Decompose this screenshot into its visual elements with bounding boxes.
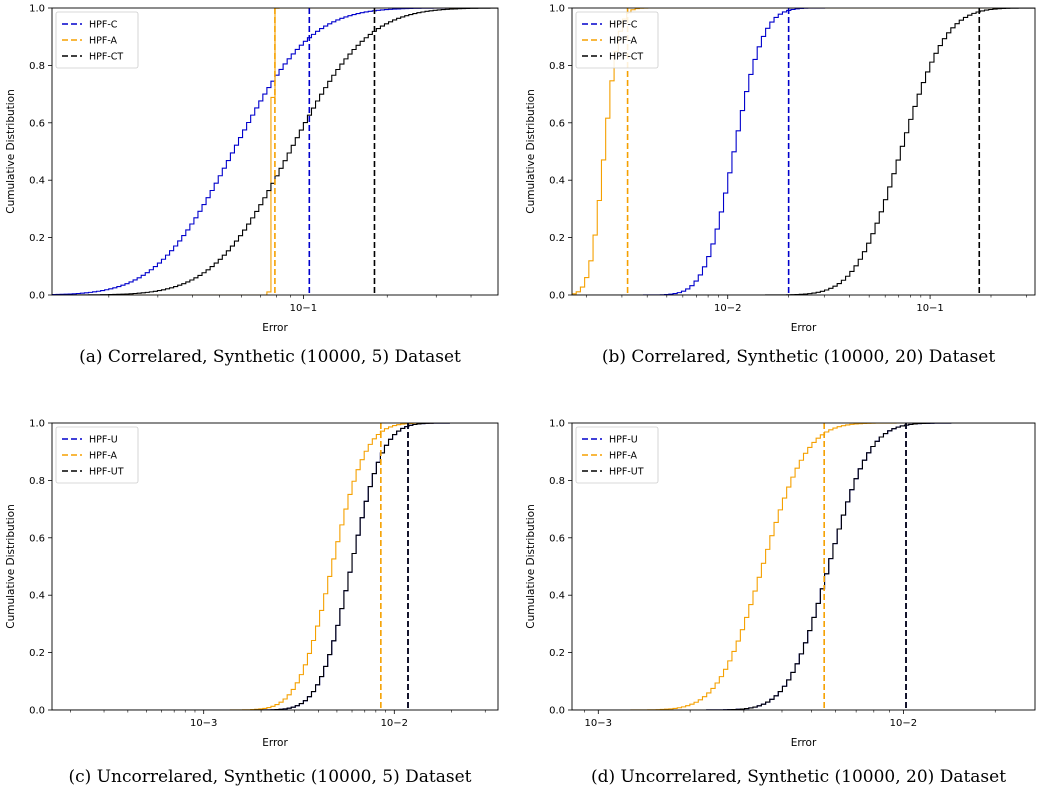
plot-frame [51,422,499,711]
legend-entry: HPF-A [89,451,118,462]
legend-entry: HPF-U [89,435,118,446]
y-tick-label: 0.4 [549,591,565,602]
y-tick-label: 0.6 [549,118,565,129]
y-tick-label: 0.2 [29,648,45,659]
legend-entry: HPF-A [609,36,638,47]
y-tick-label: 0.2 [29,233,45,244]
y-tick-label: 0.0 [29,706,45,717]
y-tick-label: 0.0 [549,291,565,302]
plot-frame [51,7,499,296]
legend: HPF-U HPF-A HPF-UT [55,426,139,484]
legend-entry: HPF-CT [89,52,123,63]
subfigure-caption: (c) Uncorrelared, Synthetic (10000, 5) D… [69,767,472,787]
subfigure-caption: (d) Uncorrelared, Synthetic (10000, 20) … [591,767,1006,787]
legend: HPF-C HPF-A HPF-CT [55,11,139,69]
y-tick-label: 0.6 [29,118,45,129]
legend-entry: HPF-UT [609,467,644,478]
y-tick-label: 0.2 [549,233,565,244]
x-axis-label: Error [262,737,288,749]
series-line-hpf-a [52,8,498,295]
subfigure-caption: (a) Correlared, Synthetic (10000, 5) Dat… [79,347,461,367]
x-tick-label: 10−1 [290,303,317,314]
y-tick-label: 0.8 [29,61,45,72]
legend-entry: HPF-C [89,20,118,31]
x-tick-label: 10−2 [890,718,917,729]
x-tick-label: 10−3 [190,718,217,729]
y-tick-label: 0.6 [29,533,45,544]
y-tick-label: 0.4 [29,176,45,187]
subfigure-caption: (b) Correlared, Synthetic (10000, 20) Da… [602,347,995,367]
series-line-hpf-ct [572,8,1035,295]
y-tick-label: 0.2 [549,648,565,659]
y-tick-label: 0.4 [549,176,565,187]
y-tick-label: 0.8 [549,61,565,72]
series-line-hpf-ut [52,423,498,710]
x-axis-label: Error [791,737,817,749]
legend-entry: HPF-UT [89,467,124,478]
y-tick-label: 1.0 [549,419,565,430]
x-tick-label: 10−1 [916,303,943,314]
x-tick-label: 10−3 [585,718,612,729]
x-axis-label: Error [262,322,288,334]
y-tick-label: 0.4 [29,591,45,602]
legend-entry: HPF-U [609,435,638,446]
series-line-hpf-ct [52,8,498,295]
y-tick-label: 1.0 [549,4,565,15]
legend-entry: HPF-CT [609,52,643,63]
legend-entry: HPF-A [609,451,638,462]
legend-box [55,426,139,484]
y-tick-label: 0.0 [549,706,565,717]
legend: HPF-U HPF-A HPF-UT [575,426,659,484]
chart-panel-1: 10−2 10−10.00.20.40.60.81.0HPF-CHPF-AHPF-… [525,4,1036,367]
y-tick-label: 0.8 [549,476,565,487]
legend-box [575,11,659,69]
legend-box [575,426,659,484]
legend-entry: HPF-A [89,36,118,47]
plot-frame [571,422,1036,711]
chart-panel-2: 10−3 10−20.00.20.40.60.81.0HPF-UHPF-AHPF-… [5,419,499,787]
x-axis-label: Error [791,322,817,334]
y-tick-label: 1.0 [29,419,45,430]
y-axis-label: Cumulative Distribution [525,89,537,214]
y-tick-label: 0.8 [29,476,45,487]
y-tick-label: 0.6 [549,533,565,544]
y-tick-label: 0.0 [29,291,45,302]
y-axis-label: Cumulative Distribution [525,504,537,629]
x-tick-label: 10−2 [381,718,408,729]
x-tick-label: 10−2 [714,303,741,314]
plot-frame [571,7,1036,296]
y-axis-label: Cumulative Distribution [5,504,17,629]
legend-entry: HPF-C [609,20,638,31]
y-tick-label: 1.0 [29,4,45,15]
legend-box [55,11,139,69]
chart-panel-0: 10−1 0.0 0.2 0.4 0.6 0.8 1.0 HPF-C HPF-A HPF-CT Er… [5,4,499,367]
chart-panel-3: 10−3 10−20.00.20.40.60.81.0HPF-UHPF-AHPF-… [525,419,1036,787]
legend: HPF-C HPF-A HPF-CT [575,11,659,69]
y-axis-label: Cumulative Distribution [5,89,17,214]
